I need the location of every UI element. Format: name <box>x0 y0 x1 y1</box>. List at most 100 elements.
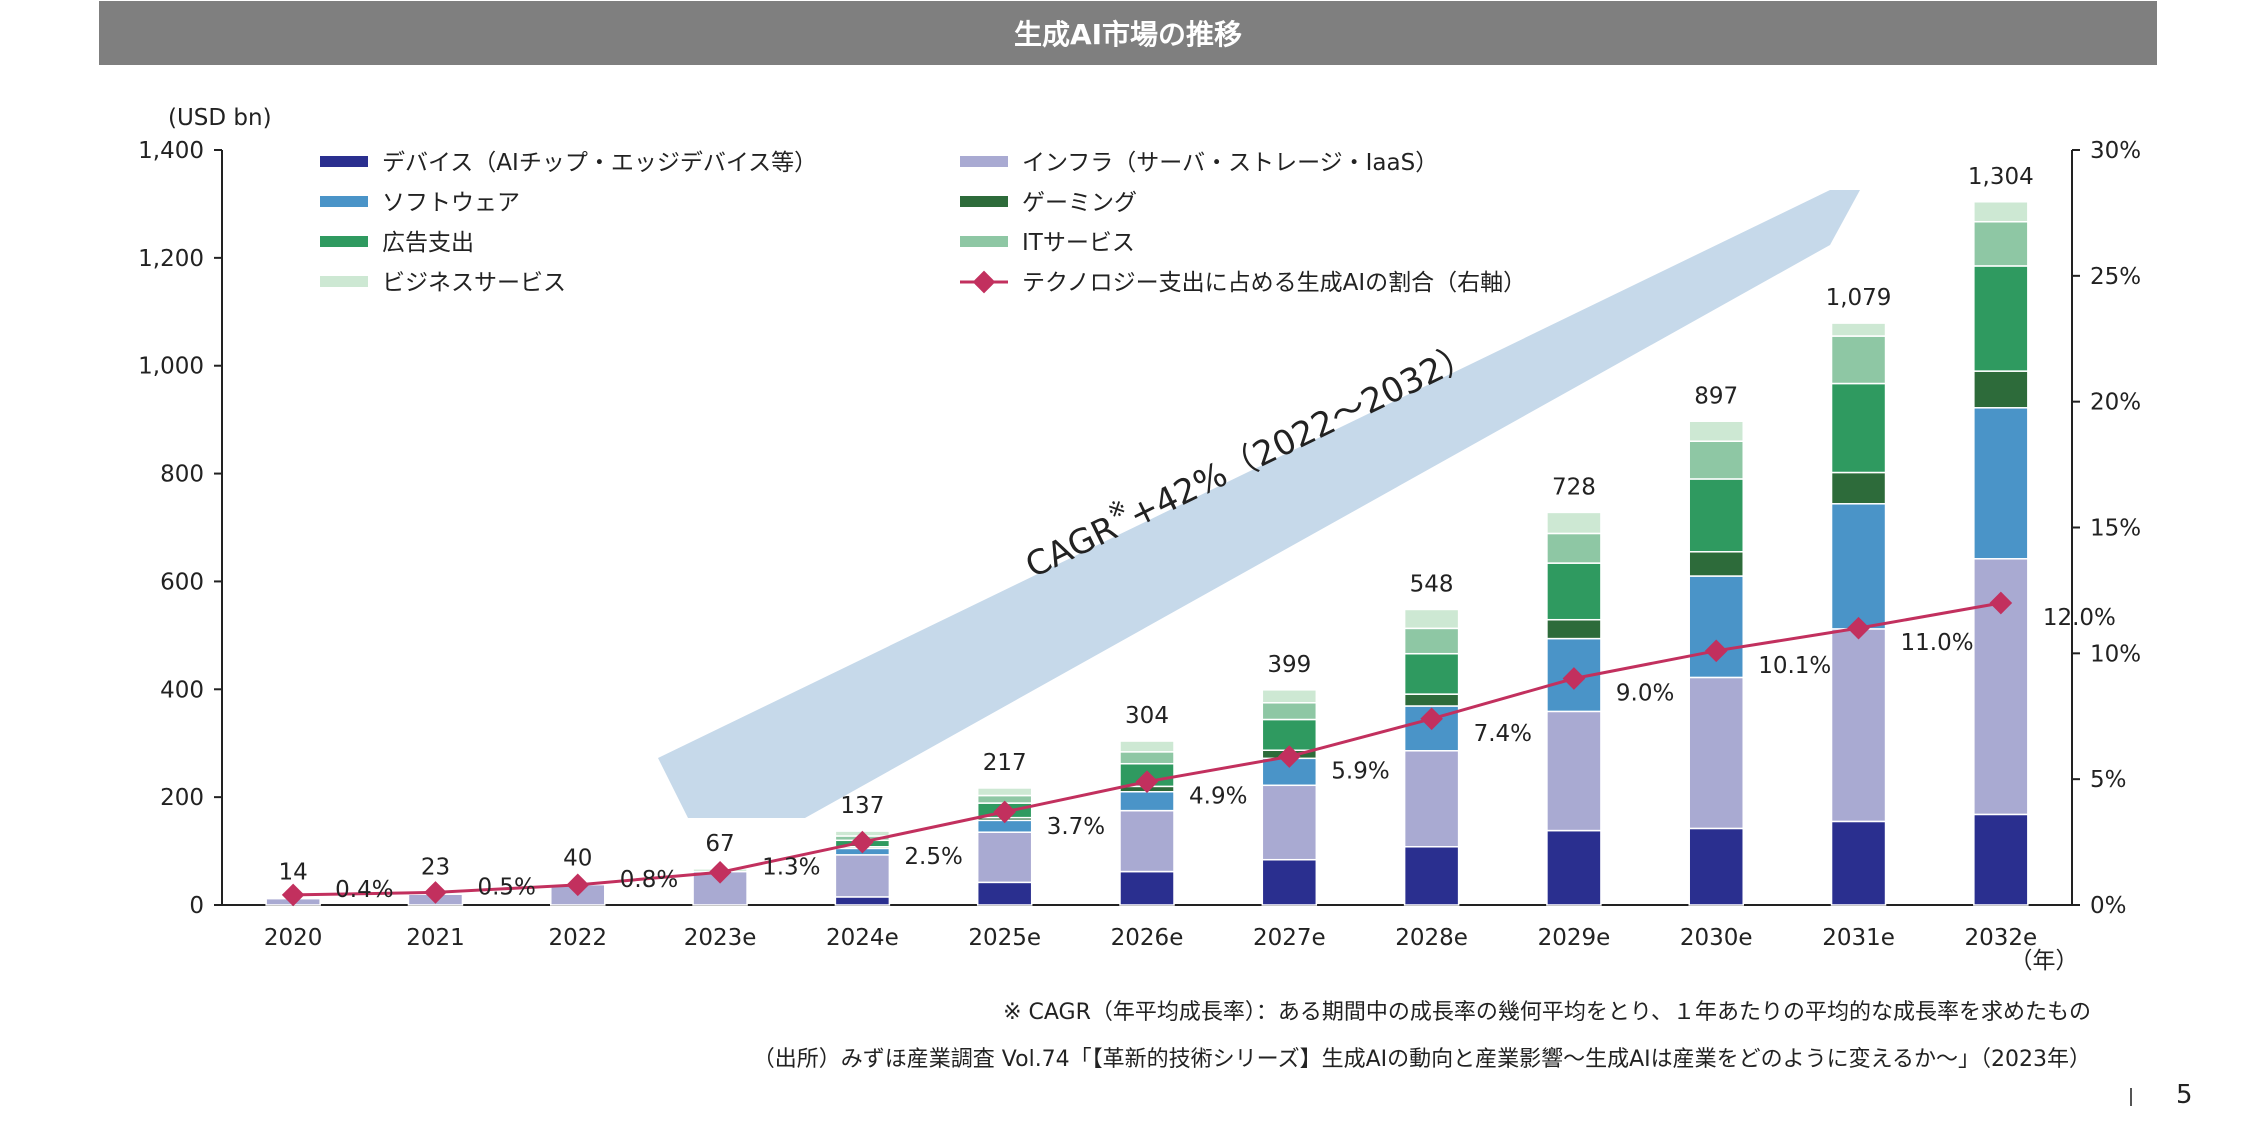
bar-segment <box>1546 511 1602 535</box>
legend-label: ゲーミング <box>1022 190 1137 216</box>
y2-tick-label: 20% <box>2090 390 2141 416</box>
share-marker <box>851 830 874 854</box>
share-marker <box>1277 745 1301 768</box>
page-divider <box>2130 1088 2132 1106</box>
bar-total-label: 1,079 <box>1826 285 1892 311</box>
bar-segment <box>1830 335 1887 385</box>
bar-total-label: 217 <box>983 750 1027 776</box>
y-tick-label: 0 <box>189 893 204 919</box>
x-tick-label: 2026e <box>1111 925 1184 951</box>
bar-segment <box>1973 558 2029 816</box>
bar-segment <box>1403 750 1460 848</box>
bar-total-label: 67 <box>705 831 734 857</box>
bar-segment <box>834 854 891 898</box>
bar-segment <box>1119 751 1175 765</box>
x-tick-label: 2030e <box>1680 925 1753 951</box>
bar-total-label: 304 <box>1125 703 1169 729</box>
bar-total-label: 728 <box>1552 474 1596 500</box>
bar-segment <box>1973 813 2029 906</box>
y2-tick-label: 10% <box>2090 641 2141 667</box>
y-tick-label: 1,000 <box>138 354 204 380</box>
legend-swatch <box>320 196 368 207</box>
share-marker <box>1562 667 1586 690</box>
legend-marker <box>972 270 996 294</box>
legend-label: 広告支出 <box>382 230 474 256</box>
share-data-label: 0.4% <box>335 877 393 903</box>
bar-segment <box>1546 618 1602 640</box>
bar-segment <box>1119 809 1175 873</box>
legend-label: デバイス（AIチップ・エッジデバイス等） <box>382 150 817 176</box>
cagr-footnote: ※ CAGR（年平均成長率）：ある期間中の成長率の幾何平均をとり、１年あたりの平… <box>1003 1000 2091 1025</box>
share-data-label: 0.5% <box>477 874 535 900</box>
bar-total-label: 137 <box>840 793 884 819</box>
legend-swatch <box>320 156 368 167</box>
bar-segment <box>1261 689 1318 704</box>
bar-segment <box>1403 846 1460 906</box>
bar-total-label: 14 <box>279 859 308 885</box>
bar-segment <box>1688 575 1744 679</box>
legend-swatch <box>960 196 1008 207</box>
share-data-label: 12.0% <box>2043 605 2116 631</box>
y-tick-label: 400 <box>160 677 204 703</box>
y-tick-label: 1,400 <box>138 138 204 164</box>
bar-segment <box>1688 440 1744 480</box>
bar-segment <box>1261 702 1318 721</box>
share-data-label: 0.8% <box>620 867 678 893</box>
share-marker <box>424 881 447 904</box>
bar-segment <box>1546 532 1602 564</box>
y2-tick-label: 0% <box>2090 893 2127 919</box>
bar-segment <box>1973 407 2029 560</box>
share-marker <box>1847 616 1870 640</box>
bar-segment <box>1688 420 1744 442</box>
bar-segment <box>976 831 1033 884</box>
bar-total-label: 548 <box>1410 571 1454 597</box>
bar-segment <box>1973 201 2029 223</box>
bar-segment <box>976 881 1033 906</box>
x-tick-label: 2025e <box>968 925 1041 951</box>
bar-segment <box>1830 382 1887 474</box>
y-unit-label: (USD bn) <box>168 105 272 131</box>
x-tick-label: 2024e <box>826 925 899 951</box>
share-data-label: 11.0% <box>1901 630 1974 656</box>
page-number: 5 <box>2176 1080 2193 1110</box>
y2-tick-label: 25% <box>2090 264 2141 290</box>
share-data-label: 9.0% <box>1616 681 1674 707</box>
share-marker <box>993 800 1017 824</box>
legend-swatch <box>960 236 1008 247</box>
bar-segment <box>1546 829 1602 906</box>
y-tick-label: 800 <box>160 462 204 488</box>
legend-label: ITサービス <box>1022 230 1135 256</box>
share-data-label: 5.9% <box>1331 759 1389 785</box>
share-data-label: 1.3% <box>762 854 820 880</box>
x-tick-label: 2027e <box>1253 925 1326 951</box>
bar-segment <box>1688 551 1744 577</box>
bar-segment <box>1403 652 1460 695</box>
x-tick-label: 2020 <box>264 925 323 951</box>
bar-segment <box>1830 503 1887 630</box>
legend-label: ビジネスサービス <box>382 270 566 296</box>
x-tick-label: 2021 <box>406 925 465 951</box>
legend-swatch <box>320 236 368 247</box>
x-tick-label: 2023e <box>684 925 757 951</box>
bar-total-label: 1,304 <box>1968 164 2034 190</box>
share-marker <box>1420 707 1443 731</box>
y-tick-label: 200 <box>160 785 204 811</box>
bar-segment <box>1973 370 2029 409</box>
legend-label: インフラ（サーバ・ストレージ・IaaS） <box>1022 150 1438 176</box>
bar-total-label: 399 <box>1267 652 1311 678</box>
bar-segment <box>1546 710 1602 832</box>
bar-segment <box>1119 791 1175 812</box>
share-data-label: 3.7% <box>1047 814 1105 840</box>
bar-segment <box>834 896 891 906</box>
bar-segment <box>976 787 1033 797</box>
bar-segment <box>1973 265 2029 372</box>
source-note: （出所）みずほ産業調査 Vol.74「【革新的技術シリーズ】生成AIの動向と産業… <box>752 1047 2091 1072</box>
bar-segment <box>1403 608 1460 630</box>
bar-segment <box>1830 471 1887 505</box>
share-marker <box>1135 770 1159 793</box>
bar-segment <box>1546 562 1602 621</box>
legend-swatch <box>320 276 368 287</box>
bar-segment <box>1261 858 1318 906</box>
bar-segment <box>1688 827 1744 906</box>
